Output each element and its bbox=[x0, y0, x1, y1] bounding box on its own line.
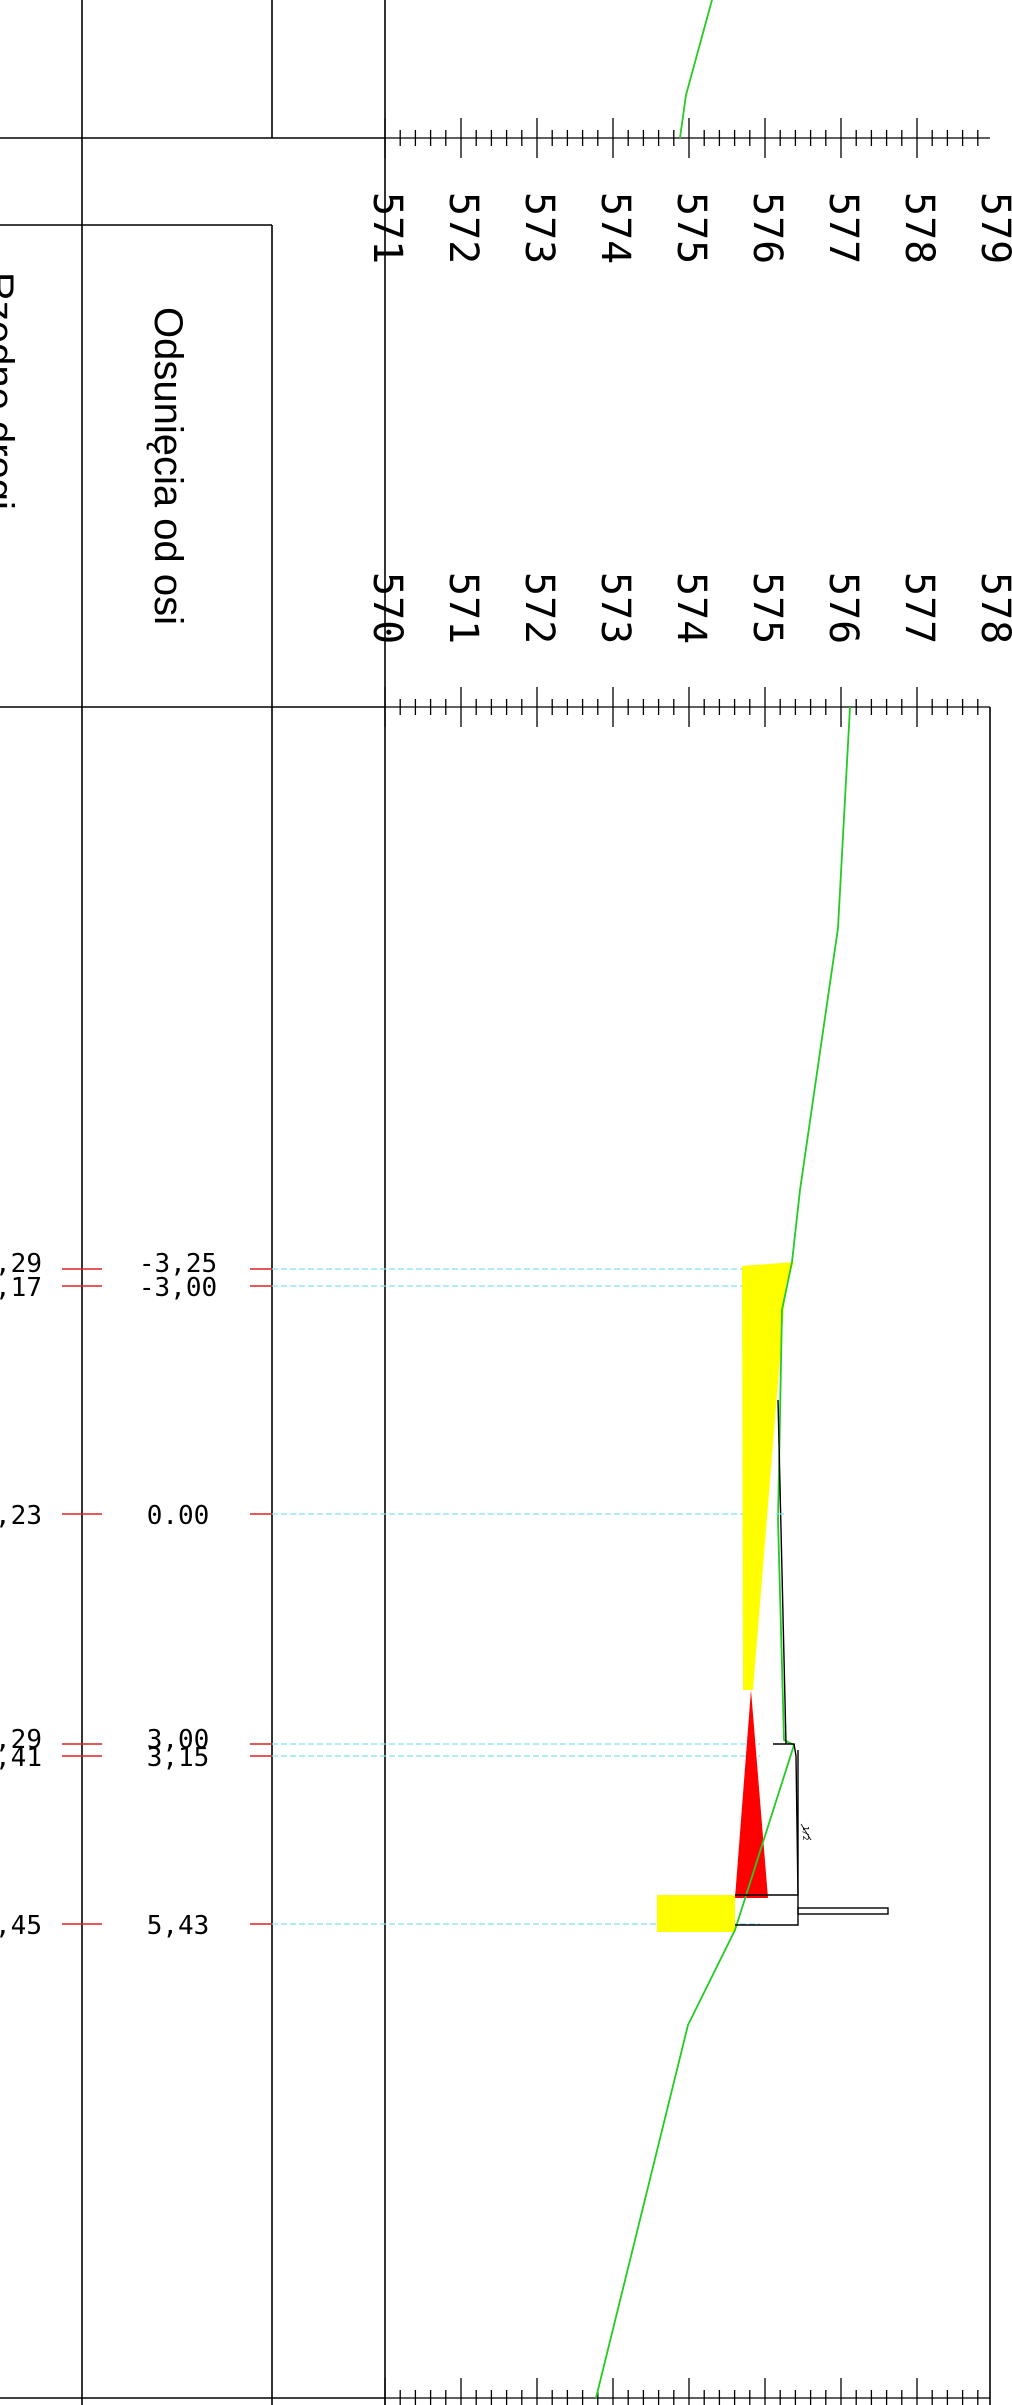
road-structure bbox=[735, 1399, 889, 1926]
curb-body bbox=[735, 1750, 799, 1926]
scale-tick-label: 570 bbox=[364, 572, 410, 644]
scale-tick-label: 578 bbox=[896, 192, 942, 264]
lower-scale-labels: 570 571 572 573 574 575 576 577 578 bbox=[364, 572, 1012, 644]
scale-tick-label: 576 bbox=[744, 192, 790, 264]
station-offset: 3,00 bbox=[147, 1725, 210, 1755]
scale-tick-label: 577 bbox=[820, 192, 866, 264]
svg-text:1/2: 1/2 bbox=[801, 1826, 810, 1841]
station-elevation: ,29 bbox=[0, 1725, 42, 1755]
cut-area-edge bbox=[735, 1690, 768, 1898]
station-elevation: ,29 bbox=[0, 1249, 42, 1279]
scale-tick-label: 573 bbox=[516, 192, 562, 264]
scale-tick-label: 572 bbox=[440, 192, 486, 264]
elevation-heading: Rzędne drogi bbox=[0, 272, 21, 510]
scale-tick-label: 571 bbox=[440, 572, 486, 644]
station-rows: -3,25 ,29 -3,00 ,17 0.00 ,23 3,00 ,29 3,15 ,41 5,4… bbox=[0, 1249, 760, 1941]
scale-tick-label: 572 bbox=[516, 572, 562, 644]
upper-scale-labels: 571 572 573 574 575 576 577 578 579 bbox=[364, 192, 1012, 264]
station-offset: 3,15 bbox=[147, 1743, 210, 1773]
scale-tick-label: 577 bbox=[896, 572, 942, 644]
station-elevation: ,45 bbox=[0, 1911, 42, 1941]
small-annotation-icon: 1/2 bbox=[800, 1823, 812, 1841]
scale-tick-label: 575 bbox=[668, 192, 714, 264]
scale-tick-label: 574 bbox=[592, 192, 638, 264]
station-elevation: ,41 bbox=[0, 1743, 42, 1773]
scale-tick-label: 573 bbox=[592, 572, 638, 644]
curb-outline bbox=[735, 1743, 799, 1896]
fill-area-main bbox=[742, 1262, 794, 1690]
station-offset: 5,43 bbox=[147, 1911, 210, 1941]
station-offset: -3,00 bbox=[139, 1273, 217, 1303]
station-elevation: ,23 bbox=[0, 1501, 42, 1531]
scale-tick-label: 571 bbox=[364, 192, 410, 264]
scale-tick-label: 574 bbox=[668, 572, 714, 644]
fill-area-shoulder bbox=[657, 1895, 735, 1932]
curb-foot bbox=[797, 1907, 889, 1915]
scale-tick-label: 576 bbox=[820, 572, 866, 644]
station-offset: 0.00 bbox=[147, 1501, 210, 1531]
road-surface-line bbox=[777, 1399, 787, 1745]
scale-tick-label: 575 bbox=[744, 572, 790, 644]
station-offset: -3,25 bbox=[139, 1249, 217, 1279]
table-frame bbox=[0, 0, 991, 2405]
scale-tick-label: 579 bbox=[972, 192, 1012, 264]
upper-ruler bbox=[384, 118, 990, 158]
station-elevation: ,17 bbox=[0, 1273, 42, 1303]
lower-ruler bbox=[384, 687, 990, 727]
scale-tick-label: 578 bbox=[972, 572, 1012, 644]
terrain-line-upper bbox=[679, 0, 713, 139]
bottom-ruler bbox=[384, 2378, 990, 2405]
offset-heading: Odsunięcia od osi bbox=[146, 307, 190, 625]
terrain-line-section bbox=[595, 706, 851, 2399]
